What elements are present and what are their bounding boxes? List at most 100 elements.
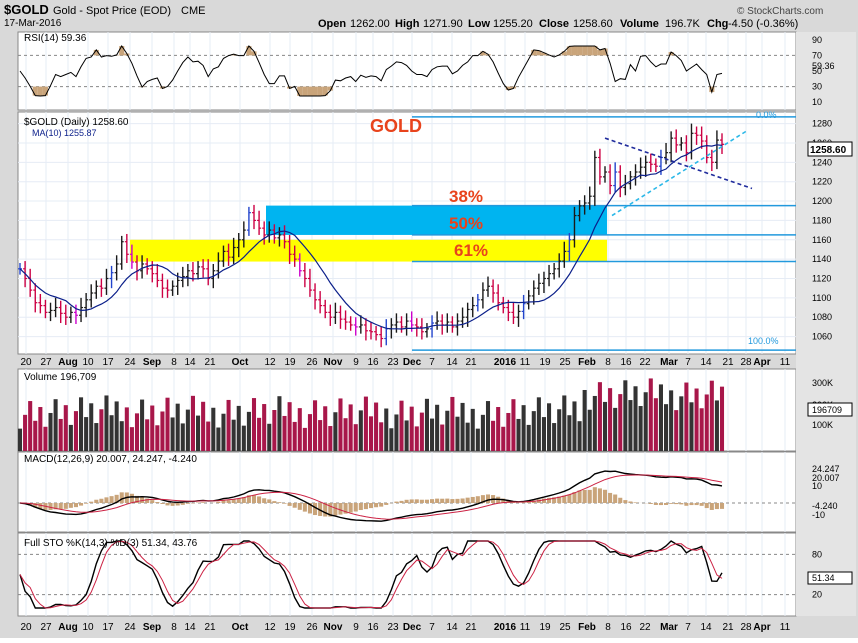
close-label: Close	[539, 18, 569, 30]
x-axis-label-price: 8	[171, 357, 177, 368]
volume-bar	[461, 403, 465, 451]
volume-bar	[303, 428, 307, 451]
macd-histogram-bar	[486, 494, 490, 503]
volume-bar	[715, 400, 719, 451]
volume-bar	[33, 421, 37, 451]
volume-bar	[99, 409, 103, 451]
macd-histogram-bar	[79, 503, 83, 506]
volume-bar	[125, 407, 129, 451]
macd-histogram-bar	[700, 503, 704, 506]
macd-histogram-bar	[252, 495, 256, 503]
volume-bar	[48, 413, 52, 451]
macd-histogram-bar	[430, 499, 434, 503]
volume-bar	[455, 417, 459, 451]
macd-histogram-bar	[659, 503, 663, 505]
macd-histogram-bar	[476, 496, 480, 503]
macd-histogram-bar	[186, 503, 190, 504]
price-tick-label: 1240	[812, 157, 832, 167]
volume-bar	[522, 405, 526, 451]
volume-bar	[644, 392, 648, 451]
volume-bar	[257, 418, 261, 451]
volume-bar	[379, 422, 383, 451]
macd-histogram-bar	[695, 503, 699, 505]
macd-histogram-bar	[150, 500, 154, 503]
rsi-tick-label: 70	[812, 50, 822, 60]
x-axis-label-bottom: 28	[740, 622, 752, 633]
volume-bar	[160, 411, 164, 451]
x-axis-label-bottom: 17	[102, 622, 114, 633]
x-axis-label-price: 21	[204, 357, 216, 368]
macd-histogram-bar	[710, 503, 714, 510]
volume-bar	[28, 401, 32, 451]
macd-histogram-bar	[216, 502, 220, 503]
price-tick-label: 1120	[812, 273, 831, 283]
x-axis-label-price: Aug	[58, 357, 77, 368]
macd-histogram-bar	[145, 498, 149, 503]
macd-histogram-bar	[298, 503, 302, 510]
macd-histogram-bar	[425, 500, 429, 503]
macd-histogram-bar	[628, 501, 632, 503]
x-axis-label-price: 27	[40, 357, 52, 368]
volume-bar	[583, 390, 587, 451]
x-axis-label-price: Apr	[753, 357, 770, 368]
macd-histogram-bar	[715, 503, 719, 509]
x-axis-label-bottom: 25	[559, 622, 571, 633]
x-axis-label-price: 14	[184, 357, 196, 368]
x-axis-label-bottom: 14	[184, 622, 196, 633]
volume-bar	[227, 400, 231, 451]
volume-bar	[349, 404, 353, 451]
volume-bar	[252, 398, 256, 451]
volume-bar	[425, 399, 429, 451]
volume-bar	[501, 427, 505, 451]
price-tick-label: 1080	[812, 312, 832, 322]
volume-bar	[104, 395, 108, 451]
x-axis-label-price: 16	[620, 357, 632, 368]
fib-pct-0: 0.0%	[756, 110, 777, 120]
volume-bar	[298, 408, 302, 451]
x-axis-label-price: 9	[353, 357, 359, 368]
volume-bar	[59, 419, 63, 451]
x-axis-label-price: 10	[82, 357, 94, 368]
macd-histogram-bar	[181, 503, 185, 505]
volume-bar	[18, 429, 22, 451]
volume-tick-label: 300K	[812, 378, 833, 388]
volume-value: 196.7K	[665, 18, 701, 30]
macd-histogram-bar	[471, 497, 475, 503]
chart-symbol-name: Gold - Spot Price (EOD)	[53, 5, 171, 17]
volume-bar	[613, 408, 617, 451]
volume-bar	[64, 405, 68, 451]
volume-bar	[588, 410, 592, 451]
volume-bar	[700, 408, 704, 451]
volume-bar	[399, 401, 403, 451]
volume-bar	[150, 406, 154, 451]
x-axis-label-bottom: 19	[284, 622, 296, 633]
rsi-last-value: 59.36	[812, 61, 835, 71]
fib-label-61: 61%	[454, 241, 488, 260]
volume-bar	[186, 410, 190, 451]
macd-histogram-bar	[262, 498, 266, 503]
volume-bar	[191, 396, 195, 451]
fib-zone-cyan	[266, 206, 607, 235]
macd-histogram-bar	[338, 503, 342, 515]
macd-histogram-bar	[369, 503, 373, 508]
x-axis-label-price: 2016	[494, 357, 517, 368]
macd-histogram-bar	[623, 500, 627, 503]
macd-histogram-bar	[349, 503, 353, 513]
volume-bar	[639, 406, 643, 451]
macd-histogram-bar	[669, 503, 673, 504]
macd-histogram-bar	[654, 503, 658, 505]
x-axis-label-bottom: 21	[465, 622, 477, 633]
macd-histogram-bar	[679, 503, 683, 504]
x-axis-label-bottom: 11	[520, 622, 531, 633]
x-axis-label-bottom: 9	[353, 622, 359, 633]
price-tick-label: 1140	[812, 254, 831, 264]
x-axis-label-bottom: 14	[700, 622, 712, 633]
high-label: High	[395, 18, 420, 30]
macd-histogram-bar	[374, 503, 378, 507]
volume-bar	[354, 424, 358, 451]
x-axis-label-bottom: Apr	[753, 622, 770, 633]
volume-bar	[89, 403, 93, 451]
x-axis-label-bottom: Sep	[143, 622, 161, 633]
macd-histogram-bar	[649, 503, 653, 504]
